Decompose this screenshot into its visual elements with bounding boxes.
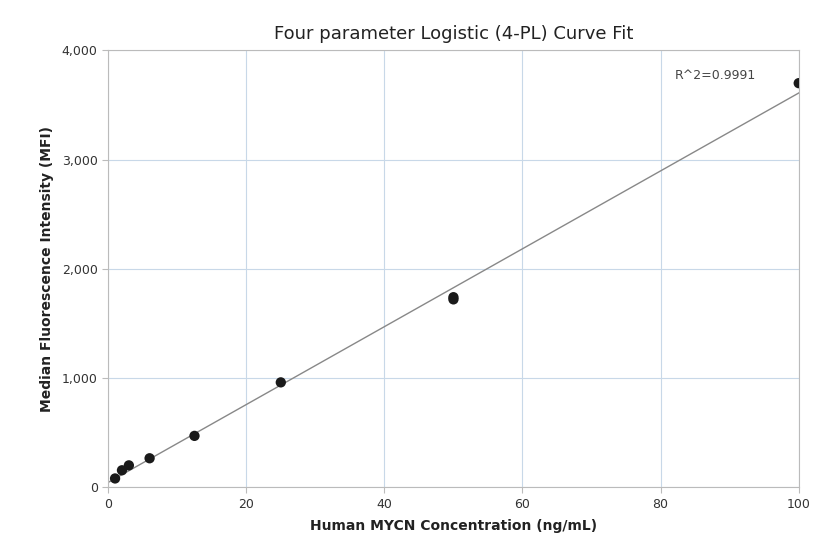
Point	[275, 378, 288, 387]
Text: R^2=0.9991: R^2=0.9991	[675, 69, 755, 82]
Point	[792, 78, 805, 87]
Point	[122, 461, 136, 470]
Point	[116, 466, 129, 475]
Point	[108, 474, 121, 483]
Point	[447, 295, 460, 304]
Point	[447, 293, 460, 302]
Title: Four parameter Logistic (4-PL) Curve Fit: Four parameter Logistic (4-PL) Curve Fit	[274, 25, 633, 43]
Point	[143, 454, 156, 463]
Y-axis label: Median Fluorescence Intensity (MFI): Median Fluorescence Intensity (MFI)	[40, 126, 53, 412]
Point	[188, 431, 201, 440]
X-axis label: Human MYCN Concentration (ng/mL): Human MYCN Concentration (ng/mL)	[310, 519, 597, 533]
